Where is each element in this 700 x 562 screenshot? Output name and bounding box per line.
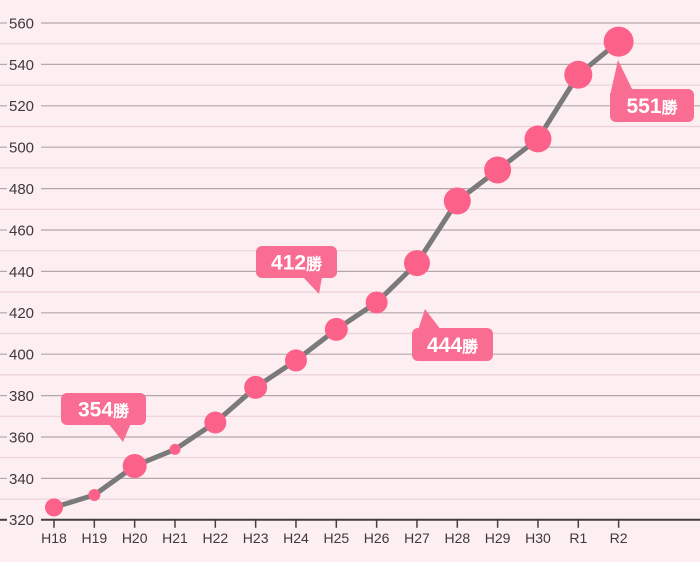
y-axis-tick-label: 440	[9, 264, 34, 281]
y-axis-tick-label: 400	[9, 347, 34, 364]
x-axis-tick-label: H22	[202, 530, 228, 546]
callout-label: 551勝	[626, 95, 678, 118]
x-axis-tick-label: H19	[81, 530, 107, 546]
y-axis-tick-label: 500	[9, 140, 34, 157]
y-axis-tick-label: 360	[9, 429, 34, 446]
data-point-H27	[403, 250, 430, 277]
data-point-H29	[484, 156, 512, 184]
x-axis-tick-label: H23	[243, 530, 269, 546]
callout-tail	[418, 309, 441, 330]
callout-bubble	[412, 328, 493, 361]
y-axis-tick-label: 380	[9, 388, 34, 405]
data-point-H24	[284, 349, 307, 372]
data-point-H26	[365, 291, 388, 314]
data-point-H19	[88, 488, 101, 501]
y-axis-tick-label: 460	[9, 222, 34, 239]
callout-tail	[611, 60, 633, 91]
y-axis-tick-label: 480	[9, 181, 34, 198]
x-axis-tick-label: H18	[41, 530, 67, 546]
callout-tail	[303, 277, 322, 294]
callout-bubble	[610, 89, 694, 122]
data-point-H21	[169, 443, 181, 455]
x-axis-tick-label: H30	[525, 530, 551, 546]
x-axis-tick-label: R1	[569, 530, 587, 546]
x-axis-tick-label: H28	[444, 530, 470, 546]
callout-bubble	[61, 393, 146, 425]
data-point-H25	[324, 317, 348, 341]
callout-354-H21: 354勝	[61, 393, 146, 442]
callout-bubble	[256, 246, 337, 278]
y-axis-tick-label: 420	[9, 305, 34, 322]
data-point-H18	[45, 498, 63, 517]
y-axis-tick-label: 540	[9, 57, 34, 74]
callout-551-R2: 551勝	[610, 60, 694, 122]
x-axis-tick-label: H21	[162, 530, 188, 546]
callout-tail	[108, 423, 131, 442]
data-point-R2	[603, 26, 634, 57]
x-axis-tick-label: H20	[122, 530, 148, 546]
data-point-H20	[122, 453, 147, 478]
callout-label: 354勝	[78, 399, 130, 422]
data-point-H22	[204, 411, 227, 434]
x-axis-tick-label: H26	[364, 530, 390, 546]
data-point-H23	[244, 375, 268, 399]
callout-412-H25: 412勝	[256, 246, 337, 294]
callout-label: 412勝	[271, 252, 323, 275]
data-point-H28	[443, 187, 471, 215]
x-axis-tick-label: H25	[323, 530, 349, 546]
x-axis-tick-label: H24	[283, 530, 309, 546]
callout-444-H27: 444勝	[412, 309, 493, 361]
callout-label: 444勝	[427, 334, 479, 357]
x-axis-tick-label: H27	[404, 530, 430, 546]
y-axis-tick-label: 520	[9, 98, 34, 115]
x-axis-tick-label: H29	[485, 530, 511, 546]
data-point-H30	[524, 125, 552, 153]
y-axis-tick-label: 560	[9, 15, 34, 32]
y-axis-tick-label: 340	[9, 471, 34, 488]
x-axis-tick-label: R2	[610, 530, 628, 546]
data-point-R1	[564, 60, 593, 89]
y-axis-tick-label: 320	[9, 512, 34, 529]
